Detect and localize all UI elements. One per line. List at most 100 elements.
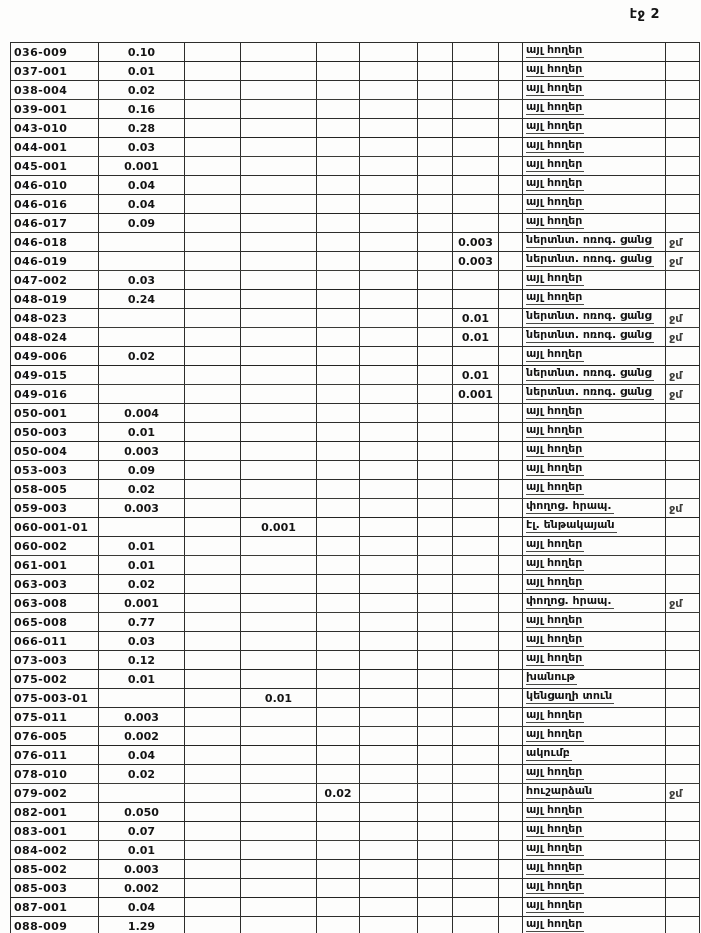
empty-cell-6 <box>359 783 418 803</box>
area-value-cell-4: 0.003 <box>452 251 499 271</box>
empty-cell-7 <box>417 327 453 347</box>
area-value-cell-1 <box>98 688 185 708</box>
page-number-label: էջ 2 <box>629 7 660 22</box>
land-type-cell: այլ հողեր <box>522 840 666 860</box>
parcel-code-cell: 037-001 <box>10 61 99 81</box>
area-value-cell-1: 1.29 <box>98 916 185 933</box>
empty-cell-9 <box>498 840 523 860</box>
table-row: 038-004 0.02 այլ հողեր <box>10 80 700 100</box>
parcel-code-cell: 048-019 <box>10 289 99 309</box>
parcel-code-cell: 048-024 <box>10 327 99 347</box>
land-type-cell: այլ հողեր <box>522 707 666 727</box>
margin-note <box>665 688 700 708</box>
empty-cell-3 <box>184 631 241 651</box>
empty-cell-6 <box>359 232 418 252</box>
empty-cell-3 <box>184 555 241 575</box>
table-row: 050-004 0.003 այլ հողեր <box>10 441 700 461</box>
table-row: 058-005 0.02 այլ հողեր <box>10 479 700 499</box>
parcel-code-cell: 088-009 <box>10 916 99 933</box>
empty-cell-9 <box>498 688 523 708</box>
empty-cell-3 <box>184 270 241 290</box>
empty-cell-6 <box>359 631 418 651</box>
table-row: 046-016 0.04 այլ հողեր <box>10 194 700 214</box>
empty-cell-9 <box>498 365 523 385</box>
parcel-code-cell: 075-002 <box>10 669 99 689</box>
area-value-cell-3 <box>316 270 360 290</box>
empty-cell-7 <box>417 764 453 784</box>
empty-cell-7 <box>417 42 453 62</box>
empty-cell-9 <box>498 251 523 271</box>
empty-cell-6 <box>359 517 418 537</box>
land-type-cell: այլ հողեր <box>522 479 666 499</box>
parcels-table: 036-009 0.10 այլ հողեր 037-001 0.01 այլ … <box>10 42 700 933</box>
area-value-cell-1: 0.03 <box>98 270 185 290</box>
area-value-cell-4 <box>452 517 499 537</box>
table-row: 048-024 0.01 ներտնտ. ոռոգ. ցանց ջմ <box>10 327 700 347</box>
parcel-code-cell: 063-008 <box>10 593 99 613</box>
empty-cell-9 <box>498 897 523 917</box>
empty-cell-7 <box>417 916 453 933</box>
table-row: 047-002 0.03 այլ հողեր <box>10 270 700 290</box>
empty-cell-6 <box>359 612 418 632</box>
area-value-cell-1: 0.04 <box>98 897 185 917</box>
area-value-cell-1: 0.04 <box>98 745 185 765</box>
empty-cell-6 <box>359 536 418 556</box>
empty-cell-9 <box>498 308 523 328</box>
empty-cell-9 <box>498 289 523 309</box>
area-value-cell-1: 0.02 <box>98 346 185 366</box>
area-value-cell-1: 0.003 <box>98 441 185 461</box>
empty-cell-9 <box>498 61 523 81</box>
empty-cell-7 <box>417 194 453 214</box>
empty-cell-7 <box>417 289 453 309</box>
margin-note <box>665 270 700 290</box>
empty-cell-7 <box>417 631 453 651</box>
area-value-cell-1: 0.02 <box>98 80 185 100</box>
empty-cell-9 <box>498 137 523 157</box>
area-value-cell-4 <box>452 498 499 518</box>
land-type-cell: այլ հողեր <box>522 213 666 233</box>
area-value-cell-1: 0.16 <box>98 99 185 119</box>
margin-note <box>665 156 700 176</box>
parcel-code-cell: 039-001 <box>10 99 99 119</box>
table-row: 061-001 0.01 այլ հողեր <box>10 555 700 575</box>
area-value-cell-3 <box>316 365 360 385</box>
empty-cell-3 <box>184 650 241 670</box>
empty-cell-6 <box>359 745 418 765</box>
area-value-cell-4 <box>452 156 499 176</box>
empty-cell-3 <box>184 536 241 556</box>
empty-cell-6 <box>359 403 418 423</box>
empty-cell-6 <box>359 707 418 727</box>
parcel-code-cell: 075-003-01 <box>10 688 99 708</box>
margin-note <box>665 137 700 157</box>
area-value-cell-2 <box>240 175 317 195</box>
margin-note <box>665 726 700 746</box>
parcel-code-cell: 076-005 <box>10 726 99 746</box>
margin-note: ջմ <box>665 365 700 385</box>
parcel-code-cell: 045-001 <box>10 156 99 176</box>
area-value-cell-4 <box>452 536 499 556</box>
empty-cell-3 <box>184 764 241 784</box>
empty-cell-6 <box>359 650 418 670</box>
empty-cell-3 <box>184 118 241 138</box>
empty-cell-3 <box>184 498 241 518</box>
area-value-cell-3 <box>316 574 360 594</box>
area-value-cell-4 <box>452 878 499 898</box>
empty-cell-7 <box>417 403 453 423</box>
area-value-cell-4 <box>452 441 499 461</box>
margin-note <box>665 536 700 556</box>
empty-cell-6 <box>359 726 418 746</box>
land-type-cell: ներտնտ. ոռոգ. ցանց <box>522 251 666 271</box>
area-value-cell-3 <box>316 764 360 784</box>
land-type-cell: փողոց. հրապ. <box>522 498 666 518</box>
margin-note <box>665 118 700 138</box>
land-type-cell: փողոց. հրապ. <box>522 593 666 613</box>
table-row: 076-005 0.002 այլ հողեր <box>10 726 700 746</box>
parcel-code-cell: 046-010 <box>10 175 99 195</box>
empty-cell-7 <box>417 783 453 803</box>
land-type-cell: այլ հողեր <box>522 137 666 157</box>
empty-cell-7 <box>417 308 453 328</box>
margin-note <box>665 631 700 651</box>
area-value-cell-1: 0.001 <box>98 156 185 176</box>
table-row: 060-001-01 0.001 էլ. ենթակայան <box>10 517 700 537</box>
area-value-cell-3 <box>316 840 360 860</box>
